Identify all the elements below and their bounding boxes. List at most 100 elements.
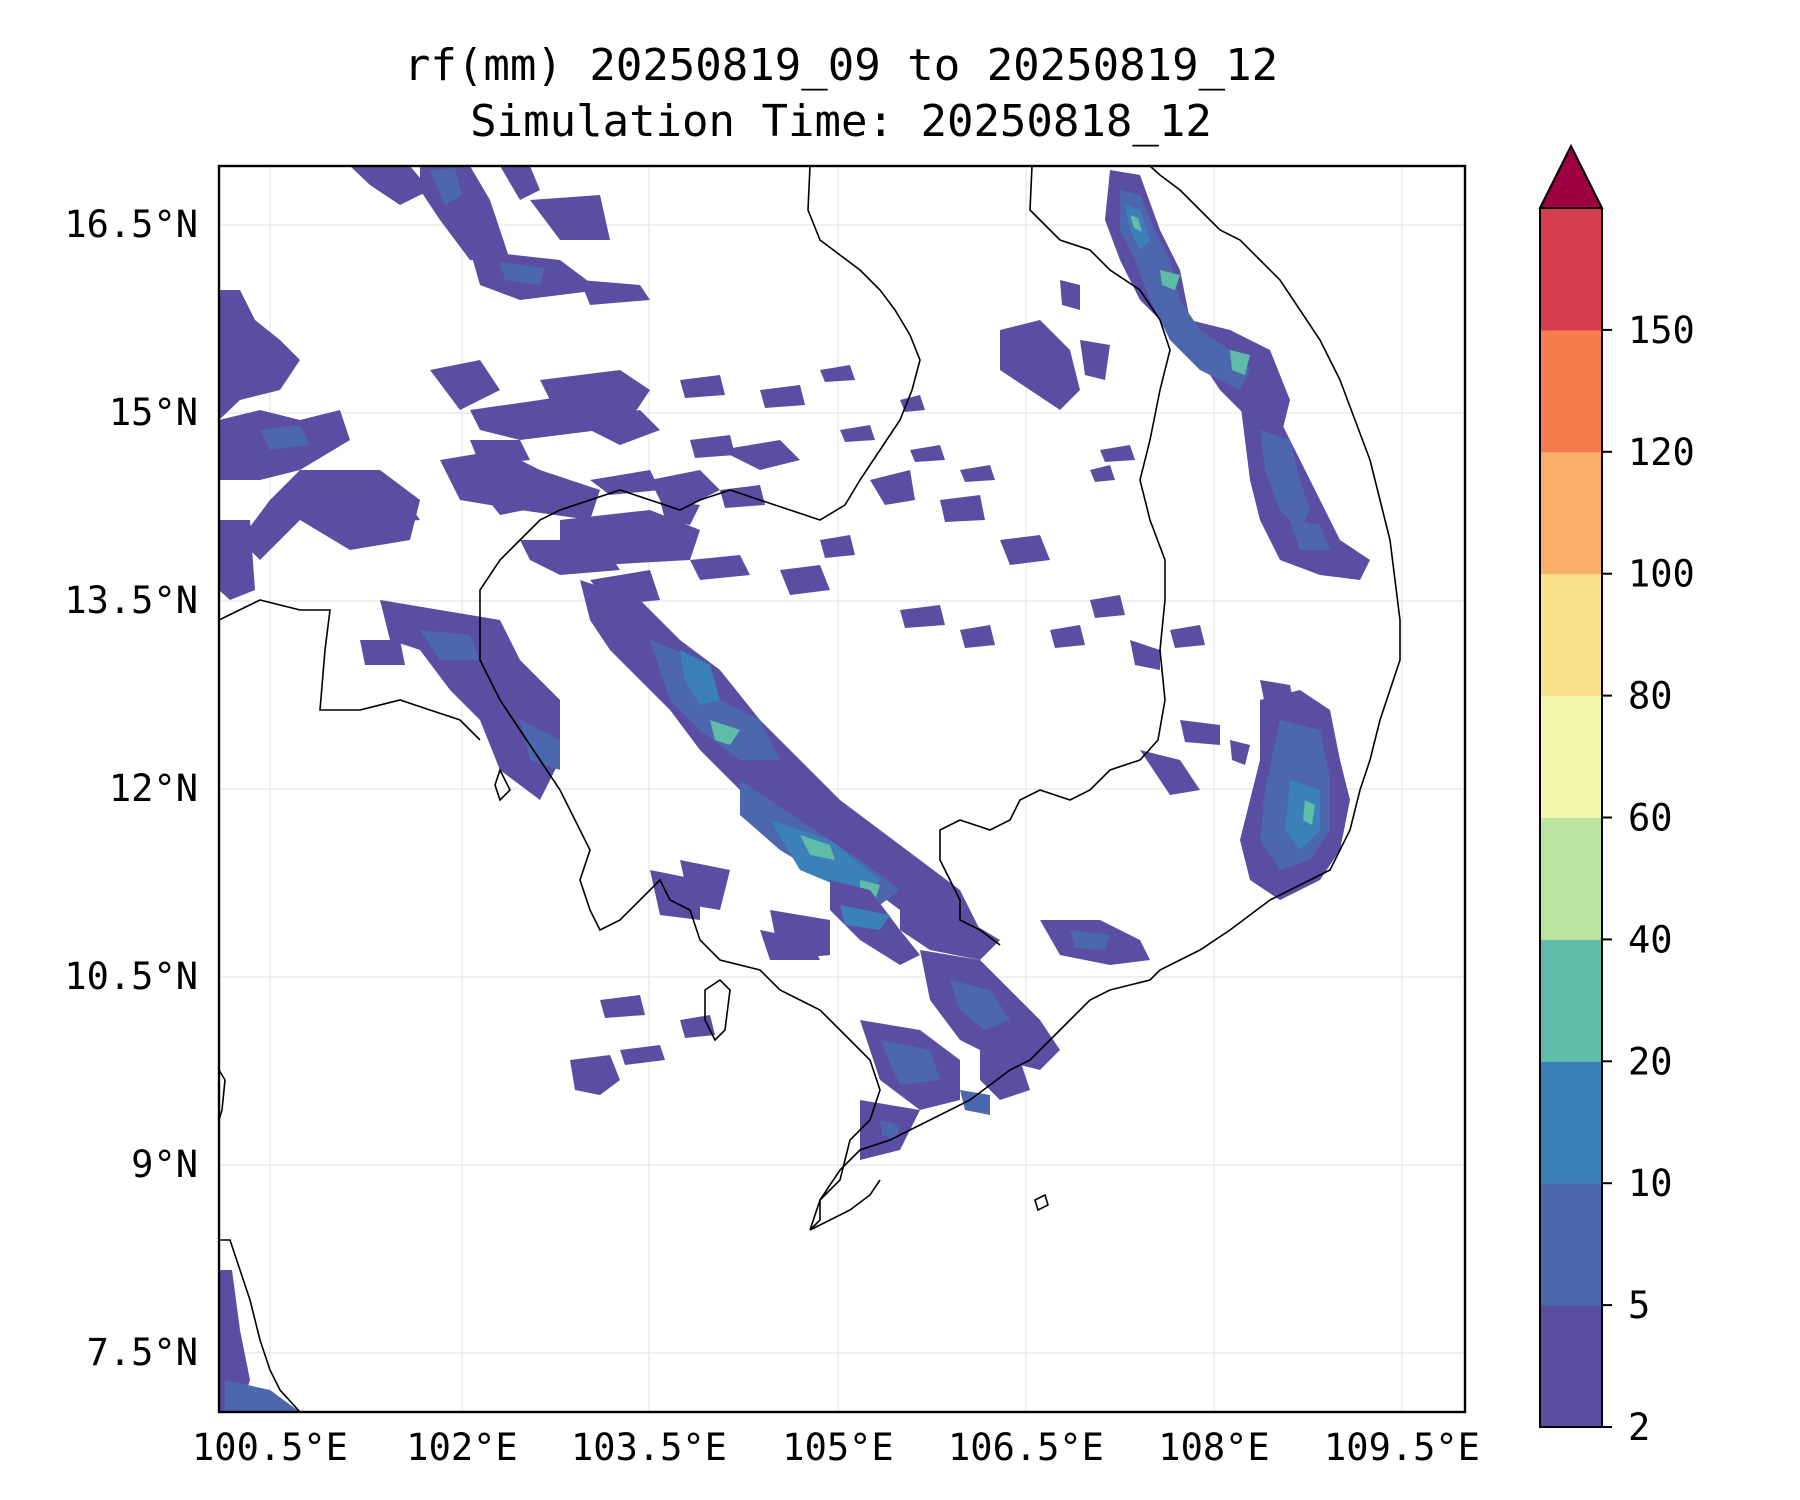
rain-area <box>940 495 985 522</box>
colorbar-tick-label: 120 <box>1628 431 1695 474</box>
lat-tick-label: 10.5°N <box>64 955 198 998</box>
rain-area <box>650 470 720 505</box>
colorbar-segment <box>1540 1183 1602 1306</box>
rain-area <box>1130 215 1142 232</box>
rain-area <box>880 1120 900 1140</box>
colorbar-tick-label: 10 <box>1628 1162 1673 1205</box>
colorbar-segment <box>1540 939 1602 1062</box>
rain-area <box>360 640 405 665</box>
rain-area <box>500 166 540 200</box>
border-line <box>219 599 481 741</box>
rain-area <box>590 470 660 495</box>
rain-area <box>1000 320 1080 410</box>
rain-area <box>260 425 310 450</box>
rain-area <box>1303 800 1315 825</box>
rain-area <box>1120 190 1250 390</box>
colorbar-segment <box>1540 451 1602 575</box>
rain-area <box>650 870 700 920</box>
rain-area <box>470 440 530 465</box>
rain-area <box>870 470 915 505</box>
map-title: rf(mm) 20250819_09 to 20250819_12 <box>403 40 1279 91</box>
border-line <box>809 166 1401 1231</box>
rain-area <box>760 930 820 960</box>
map-frame <box>217 164 1467 1414</box>
border-line <box>494 767 511 802</box>
rain-area <box>950 980 1010 1030</box>
lon-tick-label: 103.5°E <box>571 1426 727 1469</box>
rain-area <box>840 905 890 930</box>
colorbar-segment <box>1540 208 1602 331</box>
rain-area <box>1230 350 1250 375</box>
lat-axis: 16.5°N 15°N 13.5°N 12°N 10.5°N 9°N 7.5°N <box>64 203 198 1374</box>
rain-area <box>500 262 545 285</box>
border-line <box>809 1179 881 1231</box>
rain-area <box>620 1045 665 1065</box>
rain-area <box>1230 740 1250 765</box>
colorbar-tick-label: 150 <box>1628 309 1695 352</box>
rain-area <box>580 280 650 305</box>
rain-area <box>560 510 700 565</box>
rain-area <box>1160 270 1180 290</box>
rain-area <box>225 1380 300 1412</box>
rain-area <box>380 600 560 800</box>
rain-area <box>420 630 480 660</box>
rain-area <box>600 995 645 1018</box>
rain-area <box>219 520 255 600</box>
colorbar-segment <box>1540 329 1602 453</box>
colorbar: 2 5 10 20 40 60 80 100 120 150 <box>1538 143 1695 1449</box>
rain-area <box>1000 535 1050 565</box>
rain-area <box>820 365 855 382</box>
rain-area <box>430 360 500 410</box>
lat-tick-label: 9°N <box>131 1143 198 1186</box>
border-line <box>1034 1193 1049 1212</box>
rain-area <box>880 1040 940 1085</box>
rain-area <box>540 370 650 420</box>
rain-area <box>1080 340 1110 380</box>
border-line <box>219 1069 226 1121</box>
lat-tick-label: 7.5°N <box>87 1331 198 1374</box>
rain-area <box>960 625 995 648</box>
rain-area <box>219 1270 250 1412</box>
rain-area <box>690 555 750 580</box>
rain-area <box>560 400 600 425</box>
rain-area <box>710 720 740 745</box>
border-line <box>807 166 921 506</box>
rain-area <box>840 425 875 442</box>
rain-area <box>1260 680 1295 710</box>
border-line <box>559 789 881 1231</box>
rain-area <box>570 1055 620 1095</box>
rain-area <box>900 605 945 628</box>
rain-area <box>340 490 420 525</box>
rain-area <box>350 166 430 205</box>
colorbar-segment <box>1540 817 1602 940</box>
lat-tick-label: 16.5°N <box>64 203 198 246</box>
colorbar-tick-label: 20 <box>1628 1040 1673 1083</box>
rain-area <box>1285 780 1320 850</box>
rain-area <box>1090 465 1115 482</box>
rain-area <box>680 650 720 705</box>
rain-area <box>900 900 1000 960</box>
lon-tick-label: 102°E <box>406 1426 517 1469</box>
lon-tick-label: 106.5°E <box>948 1426 1104 1469</box>
rain-area <box>520 720 560 770</box>
rain-area <box>690 435 735 458</box>
rain-area <box>820 535 855 558</box>
rain-area <box>800 835 835 860</box>
lon-tick-label: 105°E <box>782 1426 893 1469</box>
rain-area <box>480 480 550 515</box>
lon-tick-label: 100.5°E <box>192 1426 348 1469</box>
rain-area <box>1100 445 1135 462</box>
colorbar-tick-label: 40 <box>1628 918 1673 961</box>
border-line <box>219 1239 301 1412</box>
colorbar-extend-arrow <box>1538 143 1604 209</box>
rain-area <box>1140 750 1200 795</box>
rain-area <box>1170 625 1205 648</box>
border-line <box>939 166 1171 946</box>
colorbar-tick-label: 60 <box>1628 797 1673 840</box>
rain-area <box>720 440 800 470</box>
rain-area <box>980 1040 1030 1100</box>
border-line <box>704 978 731 1042</box>
rain-area <box>530 195 610 240</box>
gridlines <box>219 166 1465 1412</box>
